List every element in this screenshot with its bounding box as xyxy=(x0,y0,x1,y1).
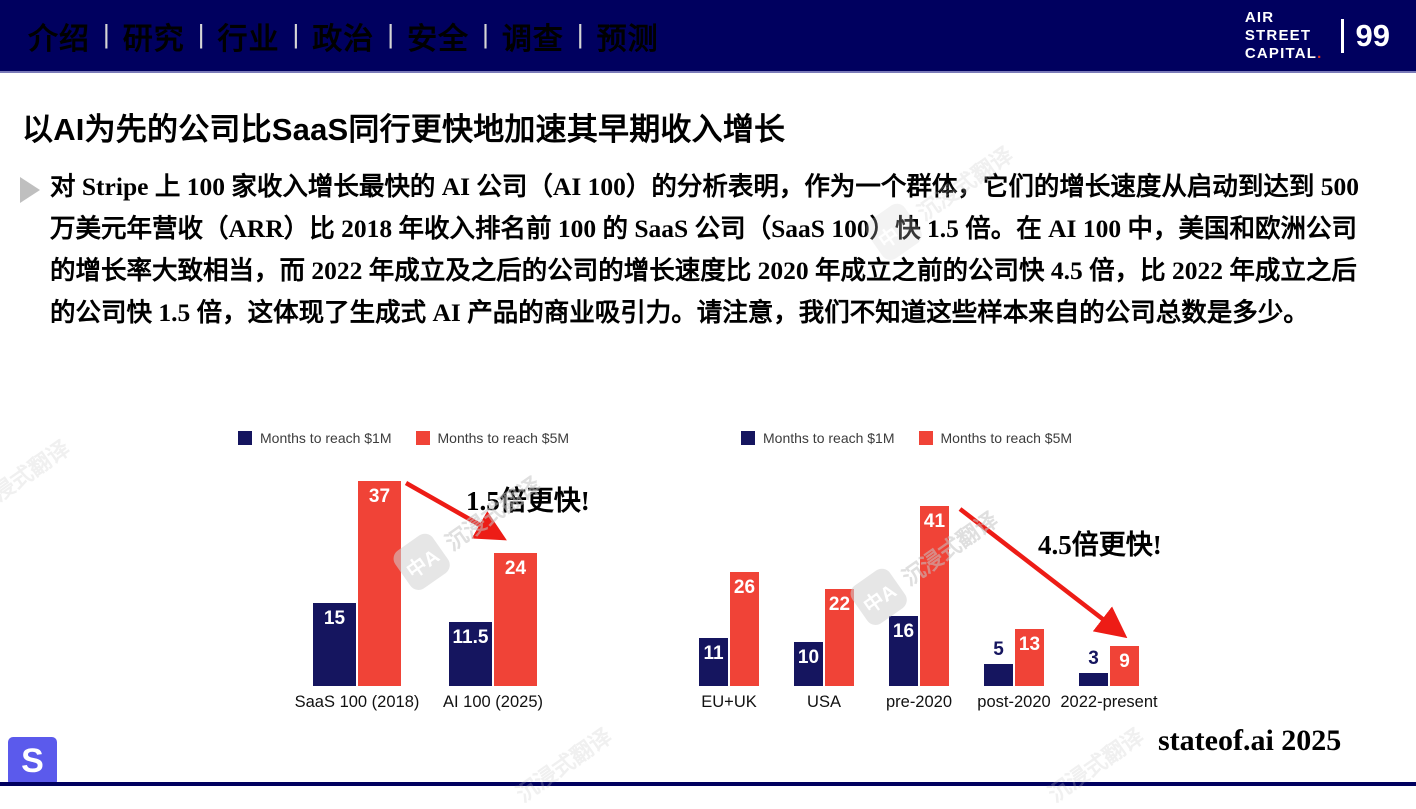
page-number: 99 xyxy=(1355,17,1390,53)
nav-item-1[interactable]: 介绍 xyxy=(28,22,90,56)
bar: 15 xyxy=(313,603,356,686)
bar-group-pre-2020: 16 41 pre-2020 xyxy=(886,506,952,711)
right-chart-annotation: 4.5倍更快! xyxy=(1038,530,1162,560)
bar-value-label: 22 xyxy=(828,594,851,615)
legend-entry: Months to reach $5M xyxy=(415,430,570,446)
bar: 13 xyxy=(1015,629,1044,686)
watermark: 沉浸式翻译 xyxy=(1041,719,1149,808)
bar-group-AI 100 (2025): 11.5 24 AI 100 (2025) xyxy=(443,553,543,711)
legend-label: Months to reach $5M xyxy=(437,430,570,446)
category-label: 2022-present xyxy=(1060,693,1158,711)
left-chart-annotation: 1.5倍更快! xyxy=(466,486,590,516)
bar: 41 xyxy=(920,506,949,686)
bar-value-label: 24 xyxy=(504,558,527,579)
nav-menu: 介绍 | 研究 | 行业 | 政治 | 安全 | 调查 | 预测 xyxy=(0,14,659,58)
watermark-text: 沉浸式翻译 xyxy=(1043,723,1149,808)
bar-group-2022-present: 3 9 2022-present xyxy=(1060,646,1158,711)
nav-item-3[interactable]: 行业 xyxy=(217,22,280,56)
bar-value-label: 5 xyxy=(993,639,1004,660)
bar-group-USA: 10 22 USA xyxy=(794,589,854,711)
bar-group-SaaS 100 (2018): 15 37 SaaS 100 (2018) xyxy=(295,481,419,711)
legend-swatch-icon xyxy=(741,431,755,445)
right-chart-legend: Months to reach $1M Months to reach $5M xyxy=(741,430,1072,446)
bar-value-label: 3 xyxy=(1088,648,1099,669)
bar: 24 xyxy=(494,553,537,686)
legend-swatch-icon xyxy=(415,431,430,445)
bar-value-label: 16 xyxy=(892,621,915,642)
bottom-navy-strip xyxy=(0,782,1416,786)
bar: 10 xyxy=(794,642,823,686)
bar: 16 xyxy=(889,616,918,686)
left-bar-chart: 15 37 SaaS 100 (2018) 11.5 24 AI 100 (2025) xyxy=(295,481,543,711)
bar: 5 xyxy=(984,639,1013,686)
category-label: USA xyxy=(807,693,841,711)
bar-value-label: 10 xyxy=(797,647,820,668)
legend-label: Months to reach $1M xyxy=(763,430,895,446)
category-label: pre-2020 xyxy=(885,693,953,711)
nav-separator: | xyxy=(292,19,300,49)
bar-value-label: 9 xyxy=(1119,651,1130,672)
bar: 26 xyxy=(730,572,759,686)
bar-value-label: 37 xyxy=(368,486,391,507)
logo-dot: . xyxy=(1317,44,1323,62)
logo-line-2: STREET xyxy=(1244,26,1312,44)
top-nav-bar: 介绍 | 研究 | 行业 | 政治 | 安全 | 调查 | 预测 AIR STREET CAPITAL.… xyxy=(0,0,1416,73)
nav-separator: | xyxy=(197,19,205,49)
bar: 3 xyxy=(1079,648,1108,686)
air-street-capital-logo: AIR STREET CAPITAL. 99 xyxy=(1245,0,1390,71)
bar-value-label: 11.5 xyxy=(452,627,489,648)
stateofai-brand-text: stateof.ai 2025 xyxy=(1158,724,1342,757)
bar-value-label: 15 xyxy=(323,608,346,629)
watermark-text: 沉浸式翻译 xyxy=(0,435,75,520)
stateofai-s-logo: S xyxy=(8,737,57,786)
watermark: 沉浸式翻译 xyxy=(0,431,75,520)
body-paragraph: 对 Stripe 上 100 家收入增长最快的 AI 公司（AI 100）的分析… xyxy=(50,172,1360,327)
nav-item-7[interactable]: 预测 xyxy=(596,22,659,56)
nav-separator: | xyxy=(387,19,395,49)
legend-swatch-icon xyxy=(238,431,252,445)
nav-separator: | xyxy=(576,19,584,49)
bar-value-label: 41 xyxy=(923,511,946,532)
nav-item-5[interactable]: 安全 xyxy=(407,22,470,56)
logo-line-3: CAPITAL xyxy=(1244,44,1318,62)
bullet-triangle-icon xyxy=(20,177,40,203)
left-chart-legend: Months to reach $1M Months to reach $5M xyxy=(238,430,569,446)
legend-swatch-icon xyxy=(918,431,933,445)
bar-value-label: 11 xyxy=(703,643,724,664)
nav-item-2[interactable]: 研究 xyxy=(122,22,185,56)
page-number-divider xyxy=(1340,18,1344,53)
bar: 22 xyxy=(825,589,854,686)
category-label: EU+UK xyxy=(701,693,757,711)
legend-entry: Months to reach $1M xyxy=(741,430,895,446)
watermark: 沉浸式翻译 xyxy=(509,719,617,808)
legend-label: Months to reach $5M xyxy=(940,430,1073,446)
nav-separator: | xyxy=(103,19,110,49)
category-label: post-2020 xyxy=(977,693,1051,711)
legend-entry: Months to reach $5M xyxy=(918,430,1073,446)
bar: 11 xyxy=(699,638,728,686)
nav-item-4[interactable]: 政治 xyxy=(312,22,375,56)
legend-entry: Months to reach $1M xyxy=(238,430,392,446)
legend-label: Months to reach $1M xyxy=(260,430,392,446)
bar: 9 xyxy=(1110,646,1139,686)
air-street-capital-wordmark: AIR STREET CAPITAL. xyxy=(1245,9,1323,63)
nav-separator: | xyxy=(482,19,489,49)
logo-line-1: AIR xyxy=(1244,8,1275,26)
bar: 37 xyxy=(358,481,401,686)
category-label: SaaS 100 (2018) xyxy=(294,693,420,711)
bar-value-label: 13 xyxy=(1018,634,1041,655)
watermark-text: 沉浸式翻译 xyxy=(511,723,617,808)
bar-group-post-2020: 5 13 post-2020 xyxy=(977,629,1051,711)
bar-value-label: 26 xyxy=(733,577,756,598)
category-label: AI 100 (2025) xyxy=(443,693,543,711)
bar-group-EU+UK: 11 26 EU+UK xyxy=(699,572,759,711)
nav-item-6[interactable]: 调查 xyxy=(501,22,564,56)
bar: 11.5 xyxy=(449,622,492,686)
page-title: 以AI为先的公司比SaaS同行更快地加速其早期收入增长 xyxy=(22,112,786,147)
